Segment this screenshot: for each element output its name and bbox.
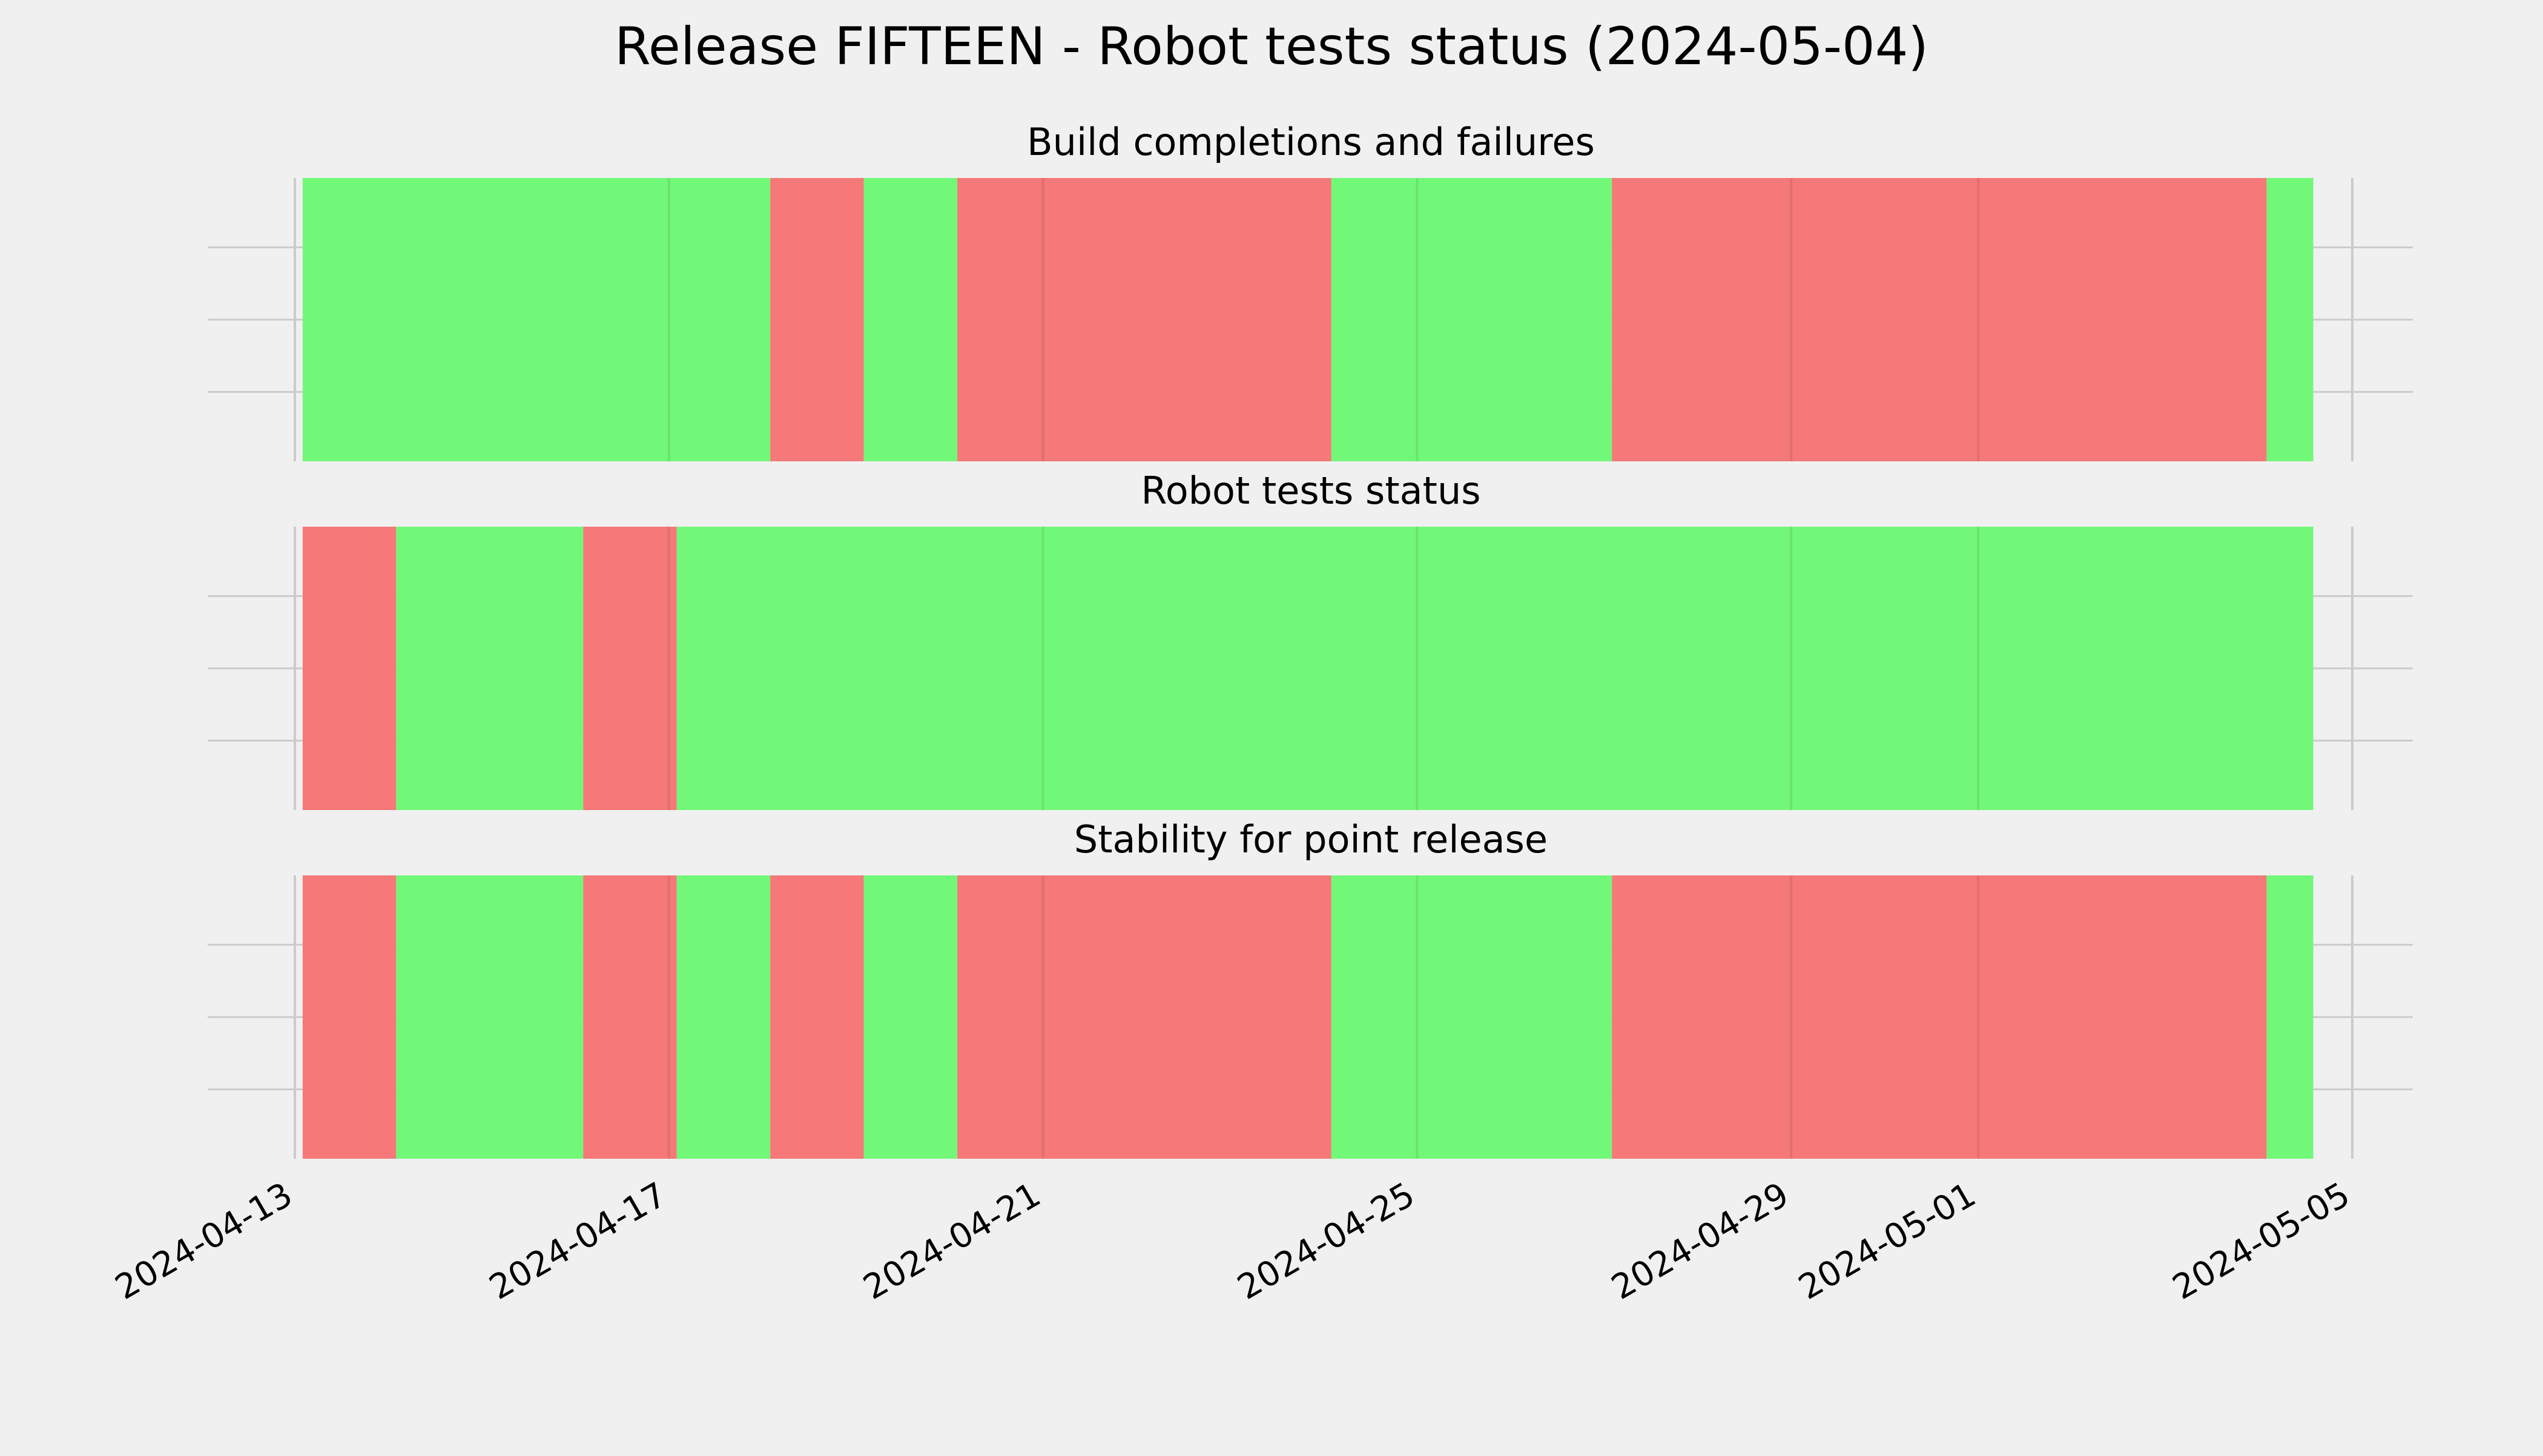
status-segment-pass <box>676 875 771 1159</box>
x-tick-label: 2024-04-17 <box>483 1175 673 1308</box>
status-segment-pass <box>1331 178 1612 461</box>
status-segment-fail <box>770 178 864 461</box>
status-segment-fail <box>957 875 1331 1159</box>
status-segment-pass <box>863 178 958 461</box>
status-segment-fail <box>1612 875 2267 1159</box>
x-axis-ticks: 2024-04-13 2024-04-17 2024-04-21 2024-04-25… <box>109 1175 2357 1308</box>
status-segment-fail <box>957 178 1331 461</box>
status-segment-fail <box>302 527 397 810</box>
x-tick-label: 2024-04-29 <box>1605 1175 1795 1308</box>
x-tick-label: 2024-04-13 <box>109 1175 299 1308</box>
status-segment-fail <box>1612 178 2267 461</box>
status-segment-fail <box>583 875 677 1159</box>
x-tick-label: 2024-05-05 <box>2166 1175 2357 1308</box>
panel-title: Stability for point release <box>1074 817 1548 861</box>
status-segment-pass <box>302 178 771 461</box>
status-segment-pass <box>676 527 2314 810</box>
x-tick-label: 2024-04-21 <box>857 1175 1047 1308</box>
chart-title: Release FIFTEEN - Robot tests status (20… <box>615 16 1928 77</box>
status-segment-pass <box>396 875 584 1159</box>
status-segment-pass <box>396 527 584 810</box>
panel-2: Robot tests status <box>208 469 2413 810</box>
panel-3: Stability for point release <box>208 817 2413 1159</box>
panel-title: Build completions and failures <box>1027 120 1595 164</box>
status-segment-fail <box>770 875 864 1159</box>
status-segment-pass <box>2266 178 2314 461</box>
panel-1: Build completions and failures <box>208 120 2413 461</box>
panel-title: Robot tests status <box>1141 469 1480 513</box>
status-segment-pass <box>863 875 958 1159</box>
status-segment-pass <box>1331 875 1612 1159</box>
panels-layer: Build completions and failures Robot test… <box>208 120 2413 1159</box>
status-segment-fail <box>302 875 397 1159</box>
status-segment-fail <box>583 527 677 810</box>
x-tick-label: 2024-04-25 <box>1231 1175 1421 1308</box>
x-tick-label: 2024-05-01 <box>1792 1175 1982 1308</box>
status-segment-pass <box>2266 875 2314 1159</box>
